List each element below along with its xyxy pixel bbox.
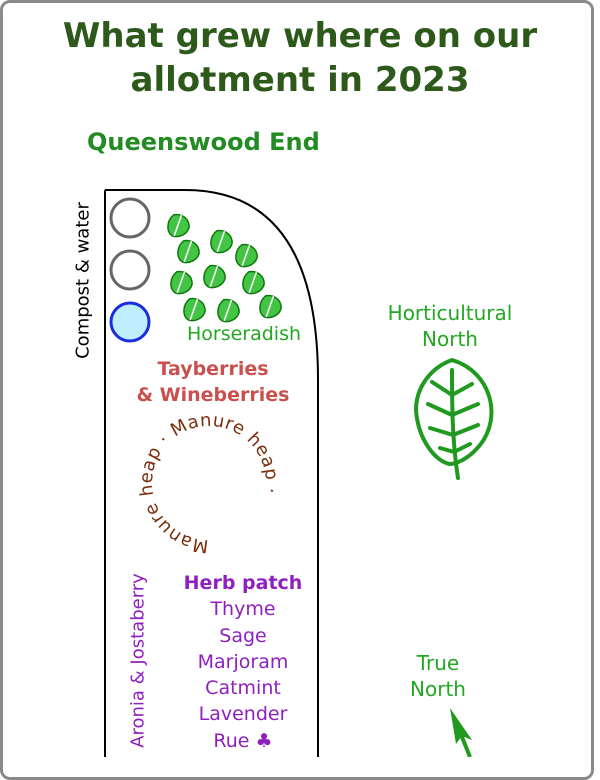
true-north-arrow-icon <box>450 708 472 757</box>
compost-water-label: Compost & water <box>72 202 94 359</box>
allotment-plan: Manure heap · Manure heap · <box>104 189 494 757</box>
page-title: What grew where on our allotment in 2023 <box>0 14 600 102</box>
compost-bin-1 <box>109 197 151 239</box>
compost-bin-2 <box>109 249 151 291</box>
leaf-icon <box>166 267 196 297</box>
manure-heap-label: Manure heap · Manure heap · <box>136 410 282 557</box>
leaf-icon <box>199 261 229 291</box>
leaf-icon <box>231 240 261 270</box>
true-north-label: True North <box>388 650 488 702</box>
leaf-icon <box>255 291 285 321</box>
herb-item: Lavender <box>198 703 288 726</box>
aronia-jostaberry-label: Aronia & Jostaberry <box>127 573 149 748</box>
herb-item: Catmint <box>205 677 281 700</box>
herb-patch: Herb patch Thyme Sage Marjoram Catmint L… <box>168 570 318 754</box>
tayberries-line-2: & Wineberries <box>136 384 290 406</box>
true-north-line-2: North <box>410 677 466 701</box>
leaf-icon <box>213 295 243 325</box>
manure-heap-textpath: Manure heap · Manure heap · <box>136 410 282 557</box>
herb-item: Rue <box>213 729 250 752</box>
title-line-1: What grew where on our <box>62 16 538 56</box>
herb-patch-heading: Herb patch <box>183 572 303 594</box>
horseradish-leaves <box>163 210 285 325</box>
true-north-line-1: True <box>416 651 460 675</box>
queenswood-end-label: Queenswood End <box>87 128 320 156</box>
herb-item: Sage <box>219 624 267 647</box>
herb-item-rue: Rue ♣ <box>168 728 318 754</box>
horticultural-north-leaf-icon <box>414 358 494 480</box>
horticultural-north-line-1: Horticultural <box>387 301 513 325</box>
leaf-icon <box>206 226 236 256</box>
tayberries-label: Tayberries & Wineberries <box>130 356 296 408</box>
herb-item: Thyme <box>210 598 276 621</box>
herb-item: Marjoram <box>197 650 289 673</box>
water-butt <box>109 301 151 343</box>
tayberries-line-1: Tayberries <box>157 358 269 380</box>
horticultural-north-label: Horticultural North <box>370 300 530 352</box>
plot-outline <box>104 189 319 757</box>
leaf-icon <box>238 267 268 297</box>
leaf-icon <box>179 294 209 324</box>
title-line-2: allotment in 2023 <box>130 60 470 100</box>
horseradish-label: Horseradish <box>186 323 302 345</box>
leaf-icon <box>163 210 193 240</box>
horticultural-north-line-2: North <box>422 327 478 351</box>
leaf-icon <box>173 236 203 266</box>
club-suit-icon: ♣ <box>255 729 273 752</box>
